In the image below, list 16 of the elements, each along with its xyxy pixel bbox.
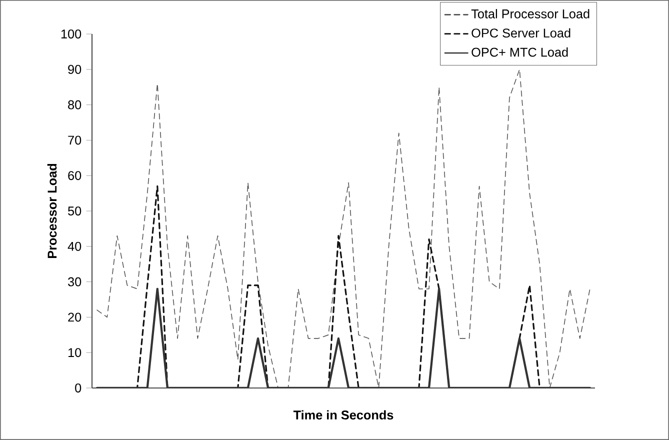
y-tick-label: 10 (68, 348, 82, 358)
y-tick-label: 20 (68, 312, 82, 322)
legend-label: Total Processor Load (471, 9, 590, 18)
y-tick-label: 60 (68, 171, 82, 180)
legend-label: OPC+ MTC Load (472, 47, 568, 57)
y-tick-label: 70 (68, 136, 82, 145)
y-tick-label: 50 (68, 206, 82, 216)
y-tick-label: 0 (75, 384, 82, 392)
y-tick-label: 90 (68, 64, 82, 74)
legend-label: OPC Server Load (472, 28, 570, 38)
y-tick-label: 40 (68, 242, 82, 251)
x-axis-title: Time in Seconds (293, 410, 394, 420)
y-tick-label: 80 (68, 100, 82, 110)
y-tick-label: 30 (68, 277, 82, 286)
y-tick-label: 100 (61, 30, 82, 38)
y-axis-title: Processor Load (47, 164, 57, 258)
